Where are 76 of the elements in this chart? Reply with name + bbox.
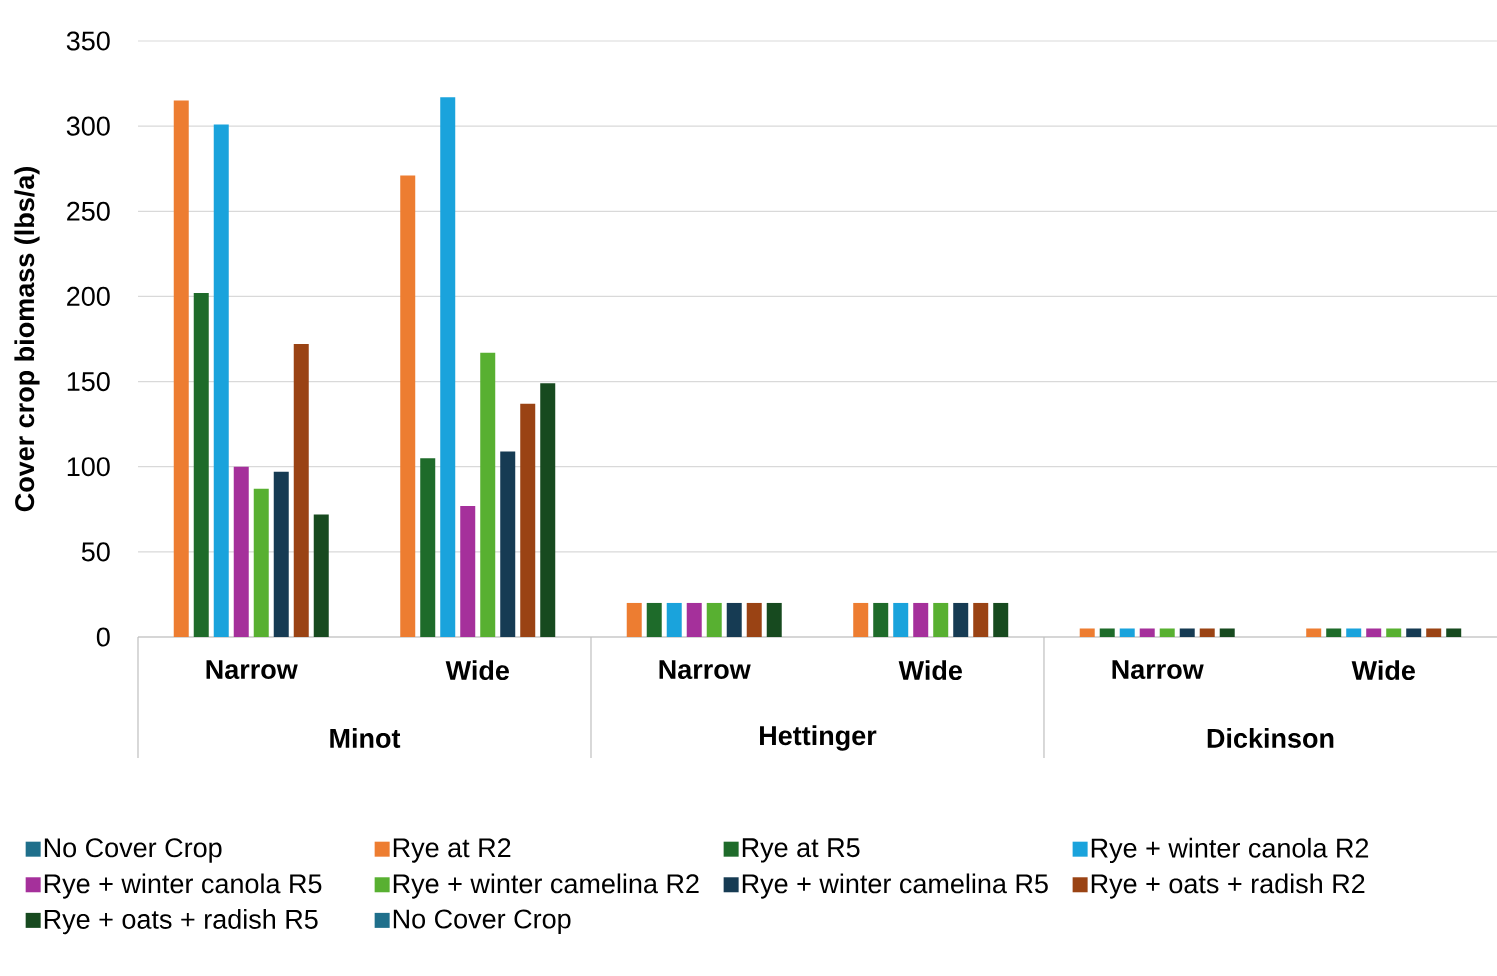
bar <box>1306 628 1322 637</box>
bar <box>273 471 289 637</box>
y-tick-label: 150 <box>67 372 110 392</box>
bar <box>400 175 416 637</box>
bar <box>853 602 869 637</box>
y-tick-label: 100 <box>67 457 110 477</box>
bar <box>313 514 329 637</box>
y-tick-label: 200 <box>67 286 110 306</box>
bar <box>1159 628 1175 637</box>
legend-label: Rye + winter camelina R2 <box>393 873 699 899</box>
legend-label: Rye + oats + radish R5 <box>44 909 318 935</box>
bar <box>646 602 662 637</box>
bar <box>520 403 536 637</box>
bar <box>746 602 762 637</box>
bar <box>1346 628 1362 637</box>
legend-label: No Cover Crop <box>44 838 222 863</box>
legend-label: Rye + oats + radish R2 <box>1091 873 1365 899</box>
bar <box>1219 628 1235 637</box>
bar <box>213 124 229 637</box>
bar <box>500 451 516 637</box>
legend-label: Rye + winter camelina R5 <box>742 873 1048 899</box>
bar <box>173 100 189 637</box>
y-tick-label: 0 <box>96 627 110 647</box>
bar <box>626 602 642 637</box>
bar <box>440 97 456 637</box>
x-tick-label: Narrow <box>206 660 298 680</box>
legend-label: No Cover Crop <box>393 909 571 934</box>
bar <box>766 602 782 637</box>
text: Minot <box>330 728 401 748</box>
bar <box>953 602 969 637</box>
bar <box>933 602 949 637</box>
bar <box>1139 628 1155 637</box>
x-tick-label: Narrow <box>1112 660 1204 680</box>
bar <box>726 602 742 637</box>
bar <box>993 602 1009 637</box>
bar <box>1406 628 1422 637</box>
bar <box>540 383 556 637</box>
x-tick-label: Wide <box>898 660 962 681</box>
legend-label: Rye + winter canola R2 <box>1091 837 1369 864</box>
bar <box>480 352 496 637</box>
bar <box>913 602 929 637</box>
legend-label: Rye at R2 <box>393 838 511 863</box>
y-tick-label: 250 <box>67 201 110 221</box>
bar <box>1179 628 1195 637</box>
bar <box>666 602 682 637</box>
y-tick-label: 300 <box>66 116 110 136</box>
x-tick-label: Wide <box>1351 660 1415 681</box>
bar <box>893 602 909 637</box>
text: Hettinger <box>760 725 877 751</box>
y-tick-label: 350 <box>66 31 110 51</box>
bar <box>1446 628 1462 637</box>
bar <box>293 344 309 637</box>
bar <box>233 466 249 637</box>
x-tick-label: Wide <box>445 660 509 681</box>
x-tick-label: Narrow <box>659 660 751 680</box>
legend-label: Rye at R5 <box>742 838 860 863</box>
bar <box>1326 628 1342 637</box>
bar <box>1099 628 1115 637</box>
bar <box>1079 628 1095 637</box>
text: Dickinson <box>1207 728 1334 748</box>
bar <box>253 488 269 637</box>
bar <box>686 602 702 637</box>
bar <box>1386 628 1402 637</box>
bar <box>873 602 889 637</box>
bar <box>1119 628 1135 637</box>
y-tick-label: 50 <box>81 542 110 562</box>
bar <box>460 505 476 637</box>
bar <box>420 458 436 637</box>
bar <box>706 602 722 637</box>
bar <box>1199 628 1215 637</box>
bar <box>193 293 209 637</box>
y-axis-title: Cover crop biomass (lbs/a) <box>14 167 40 512</box>
bar <box>973 602 989 637</box>
legend-label: Rye + winter canola R5 <box>44 873 322 899</box>
bar <box>1426 628 1442 637</box>
bar <box>1366 628 1382 637</box>
